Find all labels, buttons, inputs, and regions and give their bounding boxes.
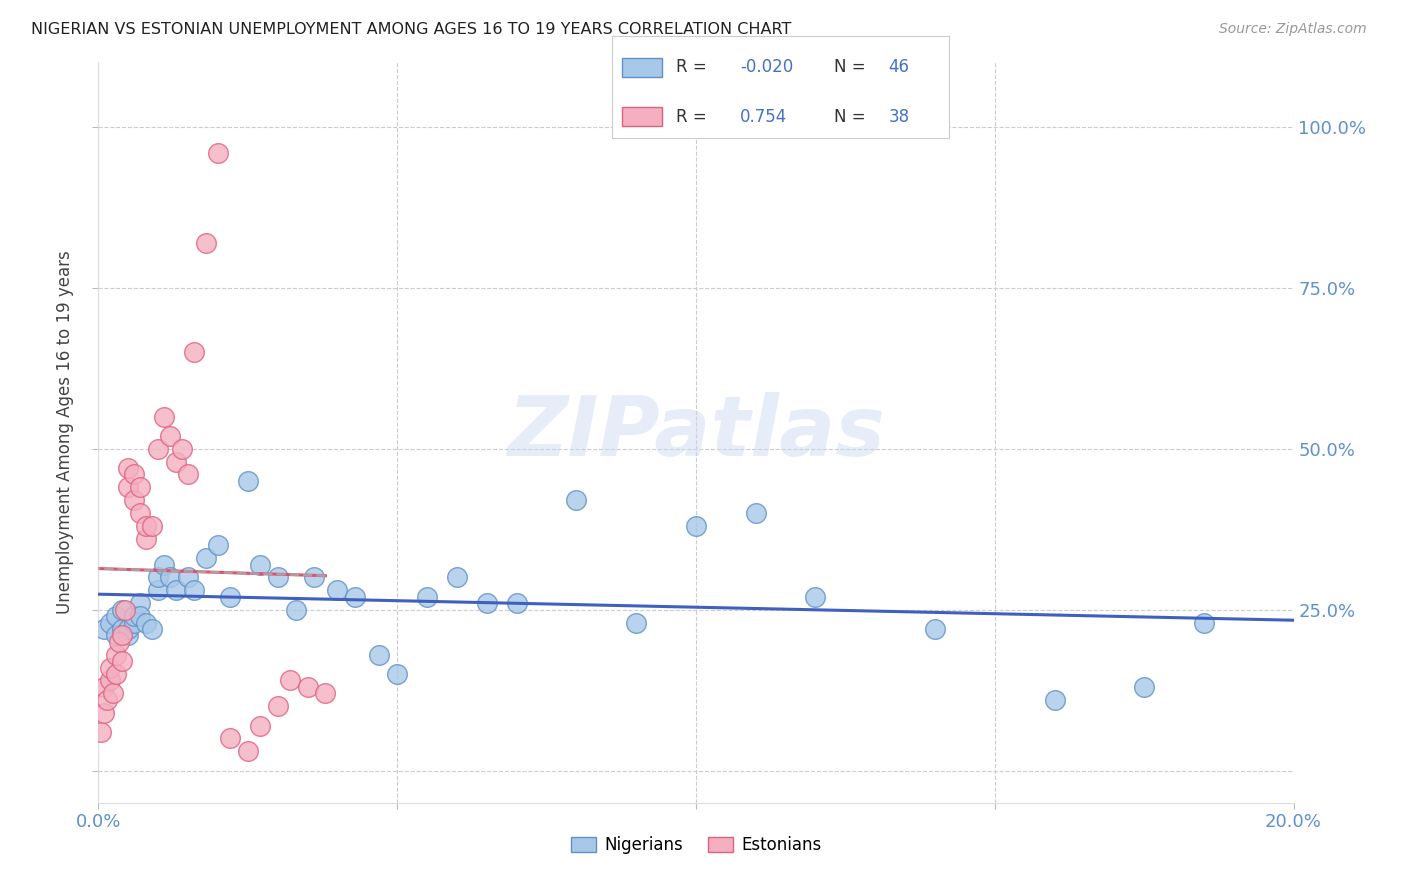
Point (111, 602, 134, 616)
Point (93, 706, 115, 720)
Point (219, 590, 242, 604)
Text: 46: 46 (889, 59, 910, 77)
Point (135, 532, 157, 546)
Point (385, 667, 409, 681)
Point (236, 474, 259, 488)
Point (148, 583, 170, 598)
Point (129, 480, 152, 494)
Point (745, 506, 768, 520)
Point (506, 596, 529, 610)
Point (195, 551, 218, 566)
Point (93, 622, 115, 636)
Point (924, 622, 946, 636)
Point (111, 622, 134, 636)
Point (165, 454, 187, 468)
Point (141, 519, 163, 533)
Point (108, 635, 131, 649)
Point (96, 693, 118, 707)
Text: -0.020: -0.020 (740, 59, 793, 77)
Point (207, 145, 229, 160)
Point (165, 583, 187, 598)
Point (103, 686, 125, 700)
Point (685, 519, 707, 533)
Point (90, 725, 112, 739)
Point (129, 609, 152, 624)
Point (172, 442, 194, 456)
Point (93, 680, 115, 694)
Point (111, 654, 134, 668)
Point (135, 519, 157, 533)
Point (124, 467, 146, 482)
Text: NIGERIAN VS ESTONIAN UNEMPLOYMENT AMONG AGES 16 TO 19 YEARS CORRELATION CHART: NIGERIAN VS ESTONIAN UNEMPLOYMENT AMONG … (31, 22, 792, 37)
Point (141, 622, 163, 636)
Text: N =: N = (834, 59, 872, 77)
Point (1192, 615, 1215, 630)
Bar (621, 58, 662, 77)
Point (195, 235, 218, 250)
Text: R =: R = (676, 108, 711, 126)
Text: N =: N = (834, 108, 872, 126)
Point (177, 467, 200, 482)
Point (117, 461, 139, 475)
Point (183, 345, 205, 359)
Point (153, 558, 176, 572)
Text: ZIPatlas: ZIPatlas (508, 392, 884, 473)
Point (148, 442, 170, 456)
Point (148, 570, 170, 584)
Point (111, 628, 134, 642)
Point (326, 583, 349, 598)
Point (207, 538, 229, 552)
Point (117, 628, 139, 642)
Point (129, 506, 152, 520)
Text: 0.754: 0.754 (740, 108, 787, 126)
Point (1133, 680, 1156, 694)
Text: R =: R = (676, 59, 711, 77)
Point (117, 480, 139, 494)
Point (565, 493, 588, 508)
Point (98, 673, 122, 688)
Point (416, 590, 439, 604)
Point (159, 570, 181, 584)
Point (804, 590, 827, 604)
Point (267, 699, 290, 714)
Legend: Nigerians, Estonians: Nigerians, Estonians (564, 830, 828, 861)
Point (177, 570, 200, 584)
Point (105, 667, 128, 681)
Point (153, 409, 176, 424)
Point (446, 570, 468, 584)
Point (129, 596, 152, 610)
Y-axis label: Unemployment Among Ages 16 to 19 years: Unemployment Among Ages 16 to 19 years (56, 251, 75, 615)
Point (475, 596, 498, 610)
Point (368, 648, 391, 662)
Point (98, 660, 122, 674)
Point (302, 570, 325, 584)
Point (114, 602, 136, 616)
Point (284, 602, 307, 616)
Point (626, 615, 648, 630)
Point (249, 558, 271, 572)
Point (219, 731, 242, 746)
Text: 38: 38 (889, 108, 910, 126)
Point (124, 493, 146, 508)
Point (297, 680, 319, 694)
Point (105, 609, 128, 624)
Point (124, 609, 146, 624)
Point (117, 622, 139, 636)
Point (249, 718, 271, 732)
Point (183, 583, 205, 598)
Point (344, 590, 367, 604)
Point (278, 673, 301, 688)
Point (105, 628, 128, 642)
Point (267, 570, 290, 584)
Point (1043, 693, 1066, 707)
Point (159, 429, 181, 443)
Point (98, 615, 122, 630)
Point (135, 615, 157, 630)
Point (315, 686, 337, 700)
Point (124, 615, 146, 630)
Text: Source: ZipAtlas.com: Source: ZipAtlas.com (1219, 22, 1367, 37)
Bar (621, 108, 662, 126)
Point (105, 648, 128, 662)
Point (236, 744, 259, 758)
